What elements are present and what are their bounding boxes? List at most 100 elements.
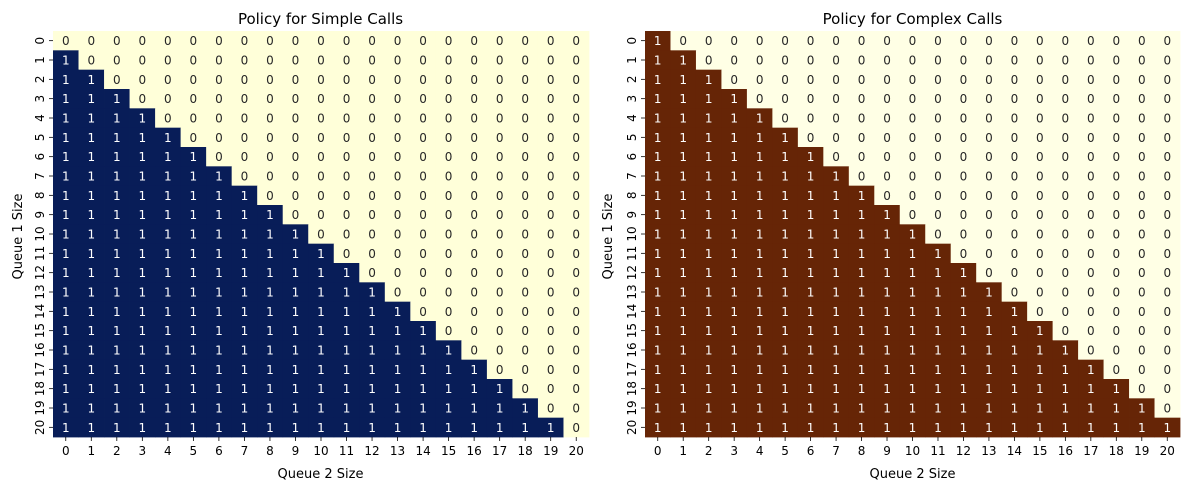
cell-value-label: 1 (368, 286, 376, 300)
cell-value-label: 1 (62, 402, 70, 416)
heatmap-cell (308, 185, 335, 206)
heatmap-cell (486, 243, 513, 264)
cell-value-label: 0 (1163, 344, 1171, 358)
heatmap-cell (925, 417, 952, 438)
heatmap-cell (129, 243, 156, 264)
cell-value-label: 1 (781, 228, 789, 242)
cell-value-label: 1 (960, 421, 968, 435)
cell-value-label: 0 (572, 228, 580, 242)
heatmap-cell (874, 185, 901, 206)
x-tick-label: 0 (654, 444, 662, 458)
cell-value-label: 1 (215, 189, 223, 203)
cell-value-label: 1 (87, 344, 95, 358)
simple-calls-heatmap-panel: Policy for Simple Calls Queue 2 Size Que… (11, 10, 590, 482)
heatmap-cell (976, 398, 1003, 419)
cell-value-label: 0 (1011, 189, 1019, 203)
heatmap-cell (333, 31, 360, 51)
cell-value-label: 1 (139, 228, 147, 242)
heatmap-cell (1001, 379, 1028, 399)
cell-value-label: 0 (934, 92, 942, 106)
cell-value-label: 0 (521, 170, 529, 184)
cell-value-label: 1 (87, 247, 95, 261)
heatmap-cell (848, 108, 875, 129)
heatmap-cell (925, 379, 952, 399)
cell-value-label: 0 (343, 150, 351, 164)
heatmap-cell (797, 205, 824, 225)
heatmap-cell (308, 263, 335, 283)
cell-value-label: 1 (215, 363, 223, 377)
cell-value-label: 0 (1112, 73, 1120, 87)
heatmap-cell (512, 166, 539, 187)
cell-value-label: 1 (139, 402, 147, 416)
heatmap-cell (461, 379, 488, 399)
cell-value-label: 0 (317, 150, 325, 164)
cell-value-label: 0 (521, 92, 529, 106)
heatmap-cell (1129, 166, 1155, 187)
heatmap-cell (104, 166, 130, 187)
cell-value-label: 1 (241, 324, 249, 338)
cell-value-label: 1 (730, 382, 738, 396)
cell-value-label: 0 (368, 131, 376, 145)
heatmap-cell (461, 224, 488, 245)
cell-value-label: 1 (190, 247, 198, 261)
cell-value-label: 1 (266, 402, 274, 416)
heatmap-cell (1027, 166, 1054, 187)
cell-value-label: 0 (521, 150, 529, 164)
heatmap-cell (104, 282, 130, 303)
cell-value-label: 1 (113, 344, 121, 358)
cell-value-label: 0 (343, 54, 351, 68)
heatmap-cell (257, 379, 284, 399)
cell-value-label: 0 (1163, 131, 1171, 145)
heatmap-cell (874, 379, 901, 399)
cell-value-label: 0 (470, 305, 478, 319)
heatmap-cell (1027, 31, 1054, 51)
heatmap-cell (53, 127, 79, 148)
heatmap-cell (874, 321, 901, 341)
cell-value-label: 1 (164, 363, 172, 377)
heatmap-cell (1078, 127, 1104, 148)
heatmap-cell (435, 243, 462, 264)
cell-value-label: 1 (832, 170, 840, 184)
cell-value-label: 0 (521, 228, 529, 242)
cell-value-label: 1 (781, 189, 789, 203)
cell-value-label: 1 (317, 402, 325, 416)
cell-value-label: 0 (419, 34, 427, 48)
cell-value-label: 1 (139, 150, 147, 164)
heatmap-cell (645, 31, 671, 51)
heatmap-cell (359, 205, 386, 225)
heatmap-cell (1078, 185, 1104, 206)
cell-value-label: 0 (368, 208, 376, 222)
cell-value-label: 0 (547, 344, 555, 358)
heatmap-cell (461, 417, 488, 438)
heatmap-cell (155, 185, 182, 206)
heatmap-cell (670, 89, 697, 109)
cell-value-label: 1 (781, 266, 789, 280)
heatmap-cell (333, 166, 360, 187)
cell-value-label: 1 (679, 324, 687, 338)
heatmap-cell (282, 147, 309, 167)
cell-value-label: 0 (883, 189, 891, 203)
cell-value-label: 1 (113, 131, 121, 145)
cell-value-label: 1 (1036, 363, 1044, 377)
heatmap-cell (670, 321, 697, 341)
cell-value-label: 1 (654, 92, 662, 106)
cell-value-label: 1 (858, 189, 866, 203)
heatmap-cell (384, 243, 411, 264)
cell-value-label: 0 (470, 247, 478, 261)
cell-value-label: 0 (756, 73, 764, 87)
heatmap-cell (1154, 108, 1181, 129)
heatmap-cell (695, 147, 722, 167)
heatmap-cell (435, 69, 462, 90)
cell-value-label: 1 (807, 344, 815, 358)
cell-value-label: 0 (1163, 189, 1171, 203)
cell-value-label: 0 (547, 112, 555, 126)
cell-value-label: 0 (934, 228, 942, 242)
cell-value-label: 1 (419, 344, 427, 358)
cell-value-label: 0 (1011, 228, 1019, 242)
x-tick-label: 18 (518, 444, 533, 458)
heatmap-cell (1154, 340, 1181, 361)
x-tick-label: 3 (139, 444, 147, 458)
cell-value-label: 1 (419, 363, 427, 377)
heatmap-cell (180, 417, 207, 438)
cell-value-label: 0 (1062, 324, 1070, 338)
